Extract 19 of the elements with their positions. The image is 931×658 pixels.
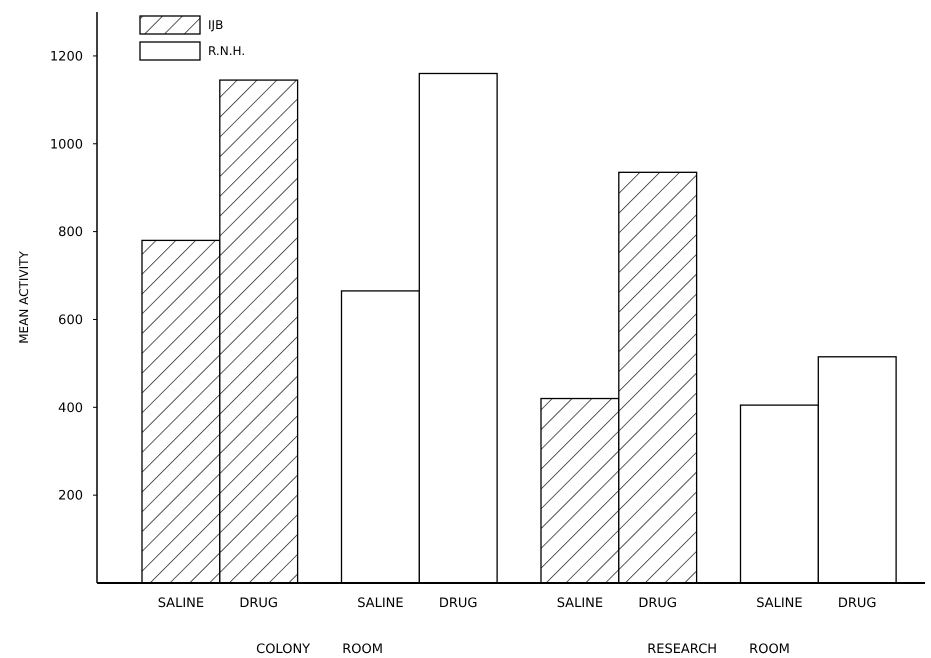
x-tick-label: SALINE [357, 596, 404, 611]
x-tick-label: DRUG [438, 596, 478, 611]
y-tick-label: 200 [58, 488, 83, 504]
y-tick-label: 400 [58, 400, 83, 416]
x-tick-label: DRUG [239, 596, 278, 611]
text: RESEARCH ROOM [647, 642, 790, 657]
y-tick-label: 1000 [50, 137, 83, 152]
y-tick-label: 1200 [50, 49, 83, 64]
x-tick-label: SALINE [756, 596, 803, 611]
y-axis-title: MEAN ACTIVITY [17, 250, 31, 344]
y-tick-label: 800 [58, 225, 83, 240]
x-tick-label: DRUG [838, 596, 877, 611]
x-tick-label: SALINE [158, 596, 204, 611]
x-tick-label: SALINE [556, 596, 604, 611]
text: COLONY ROOM [256, 642, 383, 657]
legend-label: IJB [208, 18, 224, 32]
legend-label: R.N.H. [208, 44, 246, 58]
y-tick-label: 600 [58, 313, 83, 328]
x-tick-label: DRUG [638, 596, 678, 611]
